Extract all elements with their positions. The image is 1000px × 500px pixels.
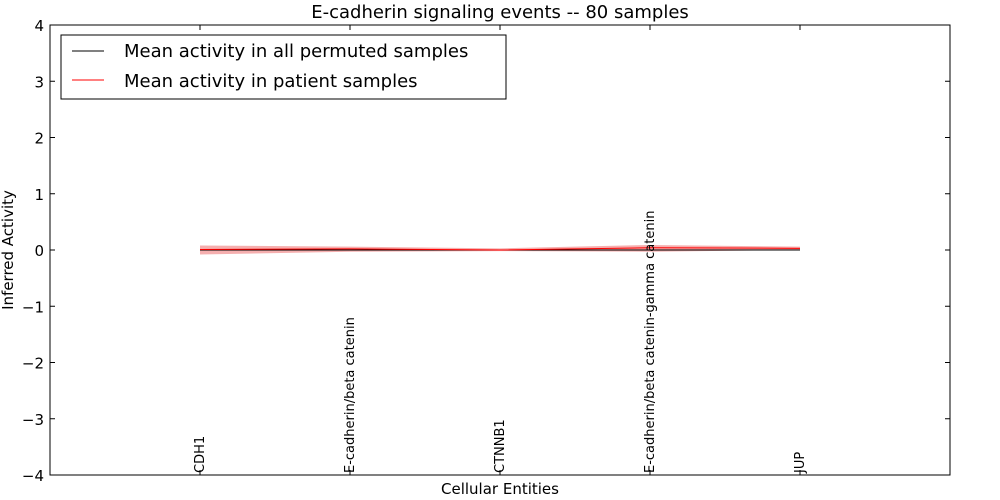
legend: Mean activity in all permuted samples Me…: [60, 34, 507, 100]
x-axis-label: Cellular Entities: [441, 480, 559, 498]
x-tick-label: CDH1: [193, 436, 208, 473]
legend-label-patient: Mean activity in patient samples: [124, 71, 418, 92]
x-tick-label: JUP: [793, 452, 808, 474]
y-tick-label: −2: [22, 355, 44, 373]
x-tick-label: E-cadherin/beta catenin-gamma catenin: [643, 211, 658, 473]
chart-title: E-cadherin signaling events -- 80 sample…: [311, 2, 689, 23]
y-tick-label: −1: [22, 298, 44, 316]
legend-label-permuted: Mean activity in all permuted samples: [124, 41, 468, 62]
series-line-1: [199, 247, 801, 251]
x-tick-label: E-cadherin/beta catenin: [343, 317, 358, 473]
y-tick-label: −4: [22, 467, 44, 485]
y-axis: 4 3 2 1 0 −1 −2 −3 −4: [22, 17, 950, 485]
x-tick-label: CTNNB1: [493, 419, 508, 473]
y-tick-label: 4: [34, 17, 44, 35]
y-tick-label: 3: [34, 73, 44, 91]
y-tick-label: −3: [22, 411, 44, 429]
y-axis-label: Inferred Activity: [0, 190, 17, 310]
plot-area: [199, 244, 801, 255]
legend-box: [60, 34, 507, 100]
x-axis: CDH1 E-cadherin/beta catenin CTNNB1 E-cadhe…: [193, 25, 808, 475]
y-tick-label: 0: [34, 242, 44, 260]
y-tick-label: 2: [34, 130, 44, 148]
y-tick-label: 1: [34, 186, 44, 204]
